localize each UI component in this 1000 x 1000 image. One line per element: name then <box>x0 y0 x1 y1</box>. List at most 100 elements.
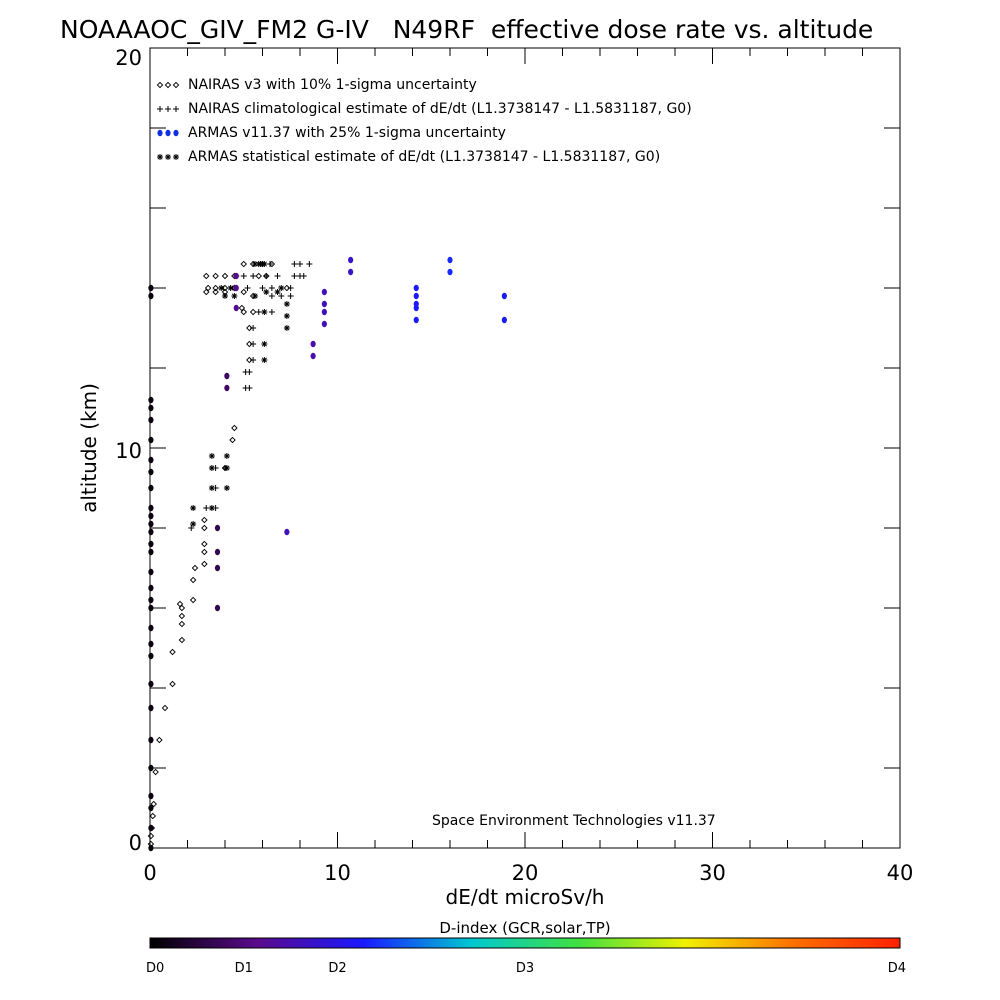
dot-mark <box>148 764 154 772</box>
dot-mark <box>148 792 154 800</box>
dot-mark <box>284 528 290 536</box>
asterisk-mark <box>208 465 215 471</box>
series-dot <box>148 256 507 852</box>
legend-symbol-asterisk <box>157 154 163 160</box>
data-point-plus <box>306 261 313 267</box>
data-point-diamond <box>240 308 247 316</box>
diamond-mark <box>152 768 159 776</box>
diamond-mark <box>203 288 210 296</box>
data-point-diamond <box>191 564 199 572</box>
data-point-plus <box>291 261 298 267</box>
dot-mark <box>148 548 154 556</box>
plus-mark <box>268 293 275 299</box>
dot-mark <box>501 292 507 300</box>
dot-mark <box>214 548 221 556</box>
legend-label-nairas-v3: NAIRAS v3 with 10% 1-sigma uncertainty <box>188 77 477 93</box>
asterisk-mark <box>223 453 230 459</box>
series-asterisk <box>190 261 290 527</box>
data-point-asterisk <box>257 261 264 267</box>
dot-mark <box>501 316 507 324</box>
legend-label-armas-v1137: ARMAS v11.37 with 25% 1-sigma uncertaint… <box>188 125 506 141</box>
data-point-dot <box>148 596 154 604</box>
diamond-mark <box>201 516 208 524</box>
asterisk-mark <box>208 453 215 459</box>
diamond-mark <box>203 272 210 280</box>
data-point-diamond <box>176 600 184 608</box>
data-point-asterisk <box>190 521 197 527</box>
data-point-diamond <box>221 272 229 280</box>
data-point-plus <box>255 309 262 315</box>
asterisk-mark <box>274 289 281 295</box>
data-point-dot <box>148 404 154 412</box>
data-point-asterisk <box>208 485 215 491</box>
data-point-plus <box>287 285 294 291</box>
diamond-mark <box>161 704 169 712</box>
data-point-asterisk <box>283 301 290 307</box>
data-point-asterisk <box>252 261 258 267</box>
diamond-mark <box>149 812 157 820</box>
asterisk-mark <box>190 521 197 527</box>
asterisk-mark <box>261 261 268 267</box>
data-point-asterisk <box>274 289 281 295</box>
data-point-diamond <box>246 356 253 364</box>
asterisk-mark <box>283 313 290 319</box>
dot-mark <box>148 528 154 536</box>
data-point-diamond <box>178 612 186 620</box>
dot-mark <box>233 272 239 280</box>
asterisk-mark <box>283 325 290 331</box>
data-point-diamond <box>189 596 197 604</box>
legend-label-nairas-climatological: NAIRAS climatological estimate of dE/dt … <box>188 101 692 117</box>
data-point-dot <box>214 564 221 572</box>
diamond-mark <box>176 600 184 608</box>
data-point-dot <box>321 300 327 308</box>
data-point-dot <box>148 604 154 612</box>
data-point-plus <box>274 273 281 279</box>
dot-mark <box>148 584 154 592</box>
diamond-mark <box>164 81 172 89</box>
data-point-diamond <box>212 284 219 292</box>
dot-mark <box>165 129 171 137</box>
legend-symbol-plus <box>157 106 163 112</box>
asterisk-mark <box>218 285 225 291</box>
data-point-dot <box>214 524 221 532</box>
asterisk-mark <box>263 289 270 295</box>
data-point-dot <box>148 792 154 800</box>
data-point-diamond <box>204 284 212 292</box>
data-point-plus <box>250 341 257 347</box>
diamond-mark <box>283 284 291 292</box>
dot-mark <box>413 316 419 324</box>
data-point-asterisk <box>278 285 285 291</box>
data-point-dot <box>413 292 419 300</box>
data-point-asterisk <box>208 505 215 511</box>
x-axis-label: dE/dt microSv/h <box>446 885 605 909</box>
data-point-dot <box>310 352 316 360</box>
data-point-plus <box>250 273 257 279</box>
diamond-mark <box>169 680 176 688</box>
data-point-plus <box>244 285 251 291</box>
data-point-dot <box>148 484 154 492</box>
data-point-diamond <box>201 548 208 556</box>
diamond-mark <box>150 800 157 808</box>
data-point-dot <box>348 256 354 264</box>
dot-mark <box>214 524 221 532</box>
data-point-diamond <box>201 516 208 524</box>
colorbar-label-d1: D1 <box>235 961 253 976</box>
dot-mark <box>148 824 154 832</box>
dot-mark <box>233 284 239 292</box>
legend-symbol-diamond <box>164 81 172 89</box>
data-point-diamond <box>229 436 236 444</box>
dot-mark <box>321 300 327 308</box>
plus-mark <box>300 273 307 279</box>
asterisk-mark <box>223 485 230 491</box>
data-point-dot <box>148 824 154 832</box>
data-point-diamond <box>203 288 210 296</box>
data-point-asterisk <box>261 341 268 347</box>
plus-mark <box>250 341 257 347</box>
data-point-plus <box>297 261 303 267</box>
diamond-mark <box>147 832 155 840</box>
data-point-plus <box>291 273 298 279</box>
asterisk-mark <box>231 293 238 299</box>
axis-ticks <box>149 47 901 849</box>
asterisk-mark <box>227 285 234 291</box>
